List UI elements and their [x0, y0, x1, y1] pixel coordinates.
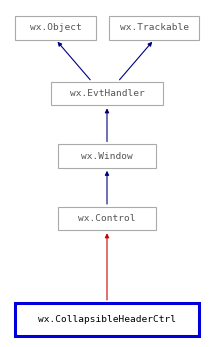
FancyBboxPatch shape: [109, 16, 199, 40]
FancyBboxPatch shape: [51, 82, 163, 105]
FancyBboxPatch shape: [15, 303, 199, 336]
Text: wx.Object: wx.Object: [30, 23, 82, 32]
Text: wx.EvtHandler: wx.EvtHandler: [70, 89, 144, 98]
Text: wx.Trackable: wx.Trackable: [120, 23, 189, 32]
Text: wx.Control: wx.Control: [78, 214, 136, 223]
FancyBboxPatch shape: [15, 16, 96, 40]
Text: wx.CollapsibleHeaderCtrl: wx.CollapsibleHeaderCtrl: [38, 315, 176, 324]
FancyBboxPatch shape: [58, 144, 156, 168]
Text: wx.Window: wx.Window: [81, 152, 133, 161]
FancyBboxPatch shape: [58, 207, 156, 230]
